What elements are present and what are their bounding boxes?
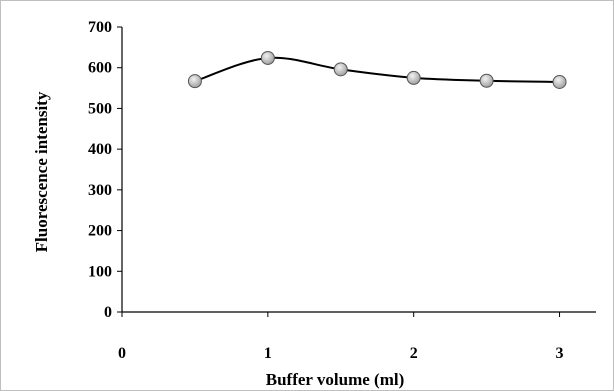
data-point xyxy=(187,74,202,89)
y-tick-label: 600 xyxy=(88,60,112,77)
data-point xyxy=(260,50,275,65)
x-tick-label: 1 xyxy=(264,345,272,362)
y-tick-labels: 0 100 200 300 400 500 600 700 xyxy=(88,19,122,321)
y-tick-label: 300 xyxy=(88,182,112,199)
y-tick-label: 100 xyxy=(88,263,112,280)
y-tick-label: 0 xyxy=(104,304,112,321)
y-tick-label: 500 xyxy=(88,100,112,117)
x-axis-title: Buffer volume (ml) xyxy=(266,370,405,389)
series-line xyxy=(194,56,560,83)
data-point xyxy=(333,62,348,77)
axes xyxy=(121,27,596,313)
y-tick-label: 200 xyxy=(88,223,112,240)
y-axis-title: Fluorescence intensity xyxy=(32,91,51,252)
x-tick-label: 0 xyxy=(118,345,126,362)
data-point xyxy=(479,73,494,88)
x-tick-labels: 0 1 2 3 xyxy=(118,312,564,362)
x-tick-label: 3 xyxy=(556,345,564,362)
y-tick-label: 400 xyxy=(88,141,112,158)
x-tick-label: 2 xyxy=(410,345,418,362)
data-points xyxy=(187,50,567,89)
data-point xyxy=(552,74,567,89)
data-point xyxy=(406,70,421,85)
y-tick-label: 700 xyxy=(88,19,112,36)
